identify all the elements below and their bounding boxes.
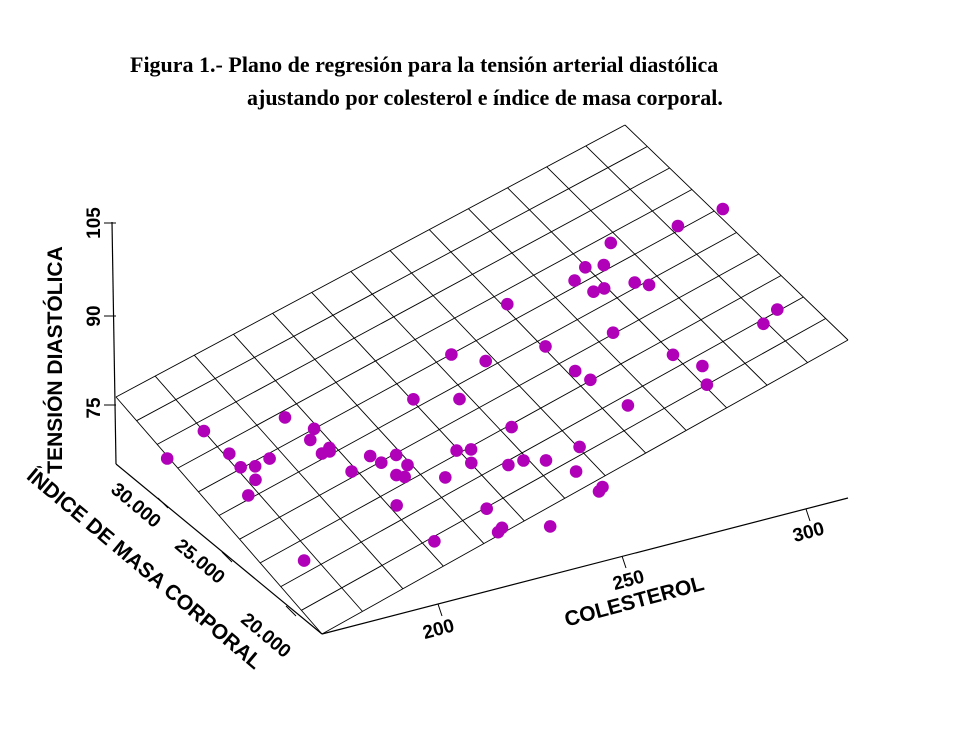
data-point <box>389 448 403 462</box>
data-point <box>223 447 236 461</box>
data-point <box>502 458 515 472</box>
y-axis-line <box>115 463 323 635</box>
data-point <box>621 399 635 412</box>
plane-grid-line <box>177 189 693 469</box>
data-point <box>671 219 685 233</box>
plane-grid-line <box>136 146 648 422</box>
data-point <box>345 465 358 478</box>
data-point <box>597 282 611 295</box>
data-point <box>375 456 388 470</box>
data-point <box>248 460 262 473</box>
data-point <box>587 285 600 299</box>
plane-grid-line <box>218 232 737 516</box>
data-point <box>160 452 174 465</box>
data-point <box>579 261 592 274</box>
data-point <box>539 454 553 467</box>
data-point <box>234 461 247 474</box>
data-point <box>307 422 321 436</box>
plane-grid-line <box>239 253 760 540</box>
data-point <box>479 354 493 368</box>
data-point <box>278 411 292 424</box>
plane-grid-line <box>301 318 826 611</box>
data-point <box>757 317 770 331</box>
y-tick-mark <box>285 605 297 617</box>
data-point <box>464 443 478 456</box>
data-point <box>407 393 420 406</box>
data-point <box>517 454 530 467</box>
data-point <box>584 373 597 387</box>
figure-title-line2: ajustando por colesterol e índice de mas… <box>247 85 723 110</box>
y-tick-label: 30.000 <box>107 479 165 532</box>
data-points <box>160 202 784 567</box>
plane-grid-line <box>280 296 804 587</box>
data-point <box>197 424 211 438</box>
data-point <box>539 340 552 353</box>
y-tick-mark <box>221 551 233 563</box>
data-point <box>597 258 611 272</box>
data-point <box>543 520 557 533</box>
figure-title-line1: Figura 1.- Plano de regresión para la te… <box>130 52 719 77</box>
data-point <box>596 480 609 494</box>
x-tick-mark <box>805 508 811 522</box>
data-point <box>771 303 784 316</box>
data-point <box>450 444 463 457</box>
z-tick-label: 105 <box>84 207 105 239</box>
data-point <box>249 473 262 487</box>
data-point <box>323 441 336 455</box>
data-point <box>445 348 458 361</box>
data-point <box>505 420 518 434</box>
data-point <box>573 440 586 454</box>
data-point <box>696 359 709 373</box>
y-tick-label: 25.000 <box>171 535 229 588</box>
x-tick-label: 300 <box>791 518 827 546</box>
data-point <box>390 499 404 512</box>
data-point <box>628 276 641 289</box>
plane-grid-line <box>115 124 626 398</box>
data-point <box>491 525 505 539</box>
data-point <box>363 449 377 463</box>
data-point <box>428 535 441 548</box>
x-tick-mark <box>437 603 443 617</box>
z-axis-label: TENSIÓN DIASTÓLICA <box>43 246 67 474</box>
data-point <box>501 297 514 311</box>
x-axis-line <box>321 497 849 635</box>
z-tick-label: 90 <box>84 305 105 326</box>
plane-grid-line <box>259 275 782 564</box>
data-point <box>604 236 618 250</box>
y-tick-mark <box>157 497 169 509</box>
z-tick-label: 75 <box>84 397 105 419</box>
data-point <box>401 458 414 472</box>
data-point <box>390 468 403 482</box>
data-point <box>453 392 466 406</box>
data-point <box>242 489 255 502</box>
data-point <box>568 364 582 378</box>
data-point <box>700 378 714 392</box>
regression-plane-grid <box>115 124 849 635</box>
x-tick-label: 200 <box>421 615 457 643</box>
data-point <box>606 326 620 340</box>
data-point <box>666 348 680 362</box>
data-point <box>480 502 494 515</box>
data-point <box>297 554 311 567</box>
data-point <box>569 465 583 478</box>
plane-grid-line <box>156 167 670 445</box>
data-point <box>465 456 478 470</box>
data-point <box>439 471 452 484</box>
plane-grid-line <box>321 339 849 635</box>
data-point <box>568 274 581 287</box>
data-point <box>716 202 730 216</box>
y-axis-label: ÍNDICE DE MASA CORPORAL <box>22 464 266 674</box>
data-point <box>642 278 656 292</box>
z-axis-line <box>111 221 117 465</box>
data-point <box>304 433 317 447</box>
x-tick-mark <box>621 555 627 569</box>
axes: 105 90 75 TENSIÓN DIASTÓLICA 30.000 25.0… <box>22 207 849 674</box>
data-point <box>263 452 276 465</box>
